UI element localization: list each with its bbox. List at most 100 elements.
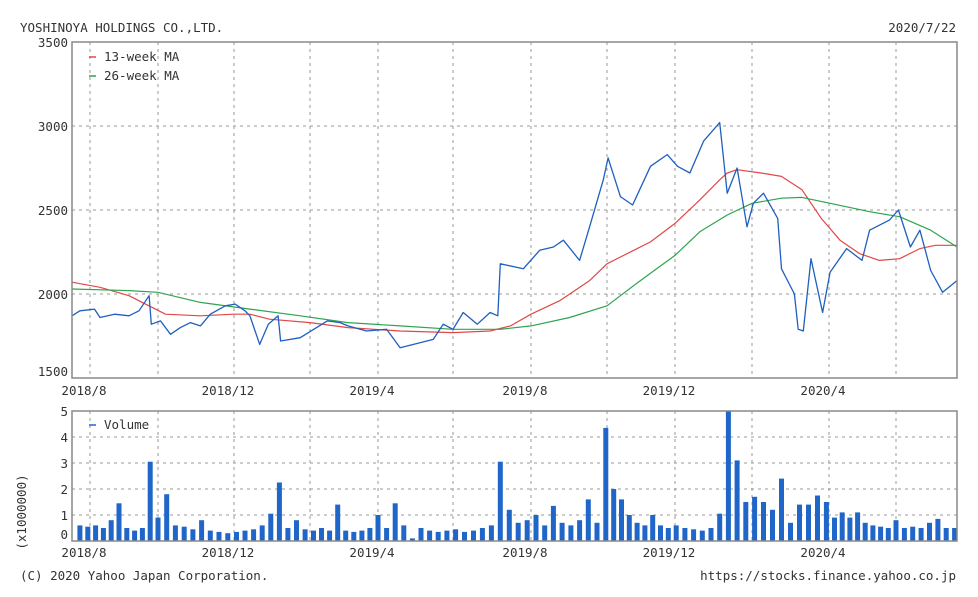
volume-bar (471, 530, 476, 541)
volume-bar (927, 522, 932, 541)
volume-bar (77, 525, 83, 541)
volume-bar (392, 503, 398, 541)
volume-ytick-label: 4 (60, 430, 68, 445)
volume-bar (788, 522, 793, 541)
volume-bar (717, 513, 723, 541)
volume-bar (734, 460, 740, 541)
legend-ma13-label: 13-week MA (104, 49, 180, 64)
price-ytick-label: 1500 (38, 364, 68, 379)
volume-bar (359, 530, 365, 541)
volume-bar (550, 505, 556, 541)
volume-bar (172, 525, 178, 541)
legend-volume-label: Volume (104, 417, 149, 432)
volume-bar (952, 528, 958, 541)
volume-bar (594, 522, 600, 541)
volume-bar (93, 525, 99, 541)
volume-bar (832, 517, 837, 541)
volume-bar (708, 528, 714, 541)
volume-ytick-label: 3 (60, 456, 68, 471)
volume-bar (901, 528, 907, 541)
price-plot (71, 121, 958, 349)
volume-frame (71, 410, 958, 542)
volume-bar (743, 502, 749, 541)
volume-bar (885, 528, 891, 541)
volume-bar (418, 528, 424, 541)
volume-bar (943, 528, 949, 541)
volume-bar (506, 509, 512, 541)
price-xtick-label: 2019/8 (502, 383, 547, 398)
volume-bar (384, 528, 390, 541)
volume-bar (619, 499, 624, 541)
volume-bar (216, 531, 222, 541)
volume-bar (752, 496, 758, 541)
source-url[interactable]: https://stocks.finance.yahoo.co.jp (700, 568, 956, 583)
volume-bar (375, 515, 381, 541)
volume-bar (343, 530, 349, 541)
price-frame (71, 41, 958, 379)
price-xtick-label: 2018/12 (202, 383, 255, 398)
volume-plot (77, 411, 958, 541)
volume-ytick-label: 2 (60, 482, 68, 497)
volume-bar (85, 526, 91, 541)
volume-bar (319, 528, 324, 541)
volume-bar (311, 530, 316, 541)
volume-bar (225, 533, 231, 541)
volume-bar (524, 520, 530, 541)
volume-ytick-label: 0 (60, 527, 68, 542)
volume-bar (276, 482, 282, 541)
volume-bar (878, 526, 884, 541)
volume-bar (427, 530, 433, 541)
volume-bar (164, 494, 170, 541)
volume-bar (559, 522, 565, 541)
volume-bar (626, 515, 632, 541)
volume-bar (634, 522, 640, 541)
volume-bar (611, 489, 617, 541)
volume-bar (294, 520, 299, 541)
volume-bar (918, 528, 924, 541)
volume-bar (603, 427, 609, 541)
volume-bar (725, 411, 731, 541)
price-ytick-label: 3500 (38, 35, 68, 50)
volume-bar (806, 504, 811, 541)
volume-bar (847, 517, 853, 541)
volume-bar (139, 528, 145, 541)
volume-bar (327, 530, 333, 541)
volume-bar (797, 504, 802, 541)
volume-bar (199, 520, 205, 541)
volume-bar (935, 518, 941, 541)
volume-bar (108, 520, 114, 541)
volume-bar (285, 528, 291, 541)
volume-bar (673, 525, 679, 541)
volume-bar (479, 528, 485, 541)
price-ytick-label: 2500 (38, 203, 68, 218)
volume-bar (453, 529, 459, 541)
volume-bar (335, 504, 341, 541)
volume-xtick-label: 2019/8 (502, 545, 547, 560)
ma26-line (71, 196, 958, 330)
volume-bar (435, 531, 441, 541)
volume-bar (147, 461, 153, 541)
volume-bar (116, 503, 122, 541)
price-xtick-label: 2018/8 (61, 383, 106, 398)
volume-bar (699, 530, 705, 541)
volume-bar (779, 478, 784, 541)
volume-bar (650, 515, 656, 541)
volume-bar (665, 528, 671, 541)
volume-bar (444, 530, 450, 541)
volume-bar (155, 517, 161, 541)
volume-bar (409, 538, 415, 541)
volume-bar (658, 525, 663, 541)
copyright: (C) 2020 Yahoo Japan Corporation. (20, 568, 268, 583)
volume-bar (870, 525, 876, 541)
volume-bar (761, 502, 766, 541)
volume-bar (367, 528, 373, 541)
volume-bar (542, 525, 548, 541)
volume-bar (823, 502, 829, 541)
volume-xtick-label: 2020/4 (800, 545, 845, 560)
volume-bar (242, 530, 248, 541)
volume-bar (642, 525, 648, 541)
volume-bar (251, 529, 257, 541)
price-line (71, 121, 958, 349)
volume-bar (839, 512, 845, 541)
